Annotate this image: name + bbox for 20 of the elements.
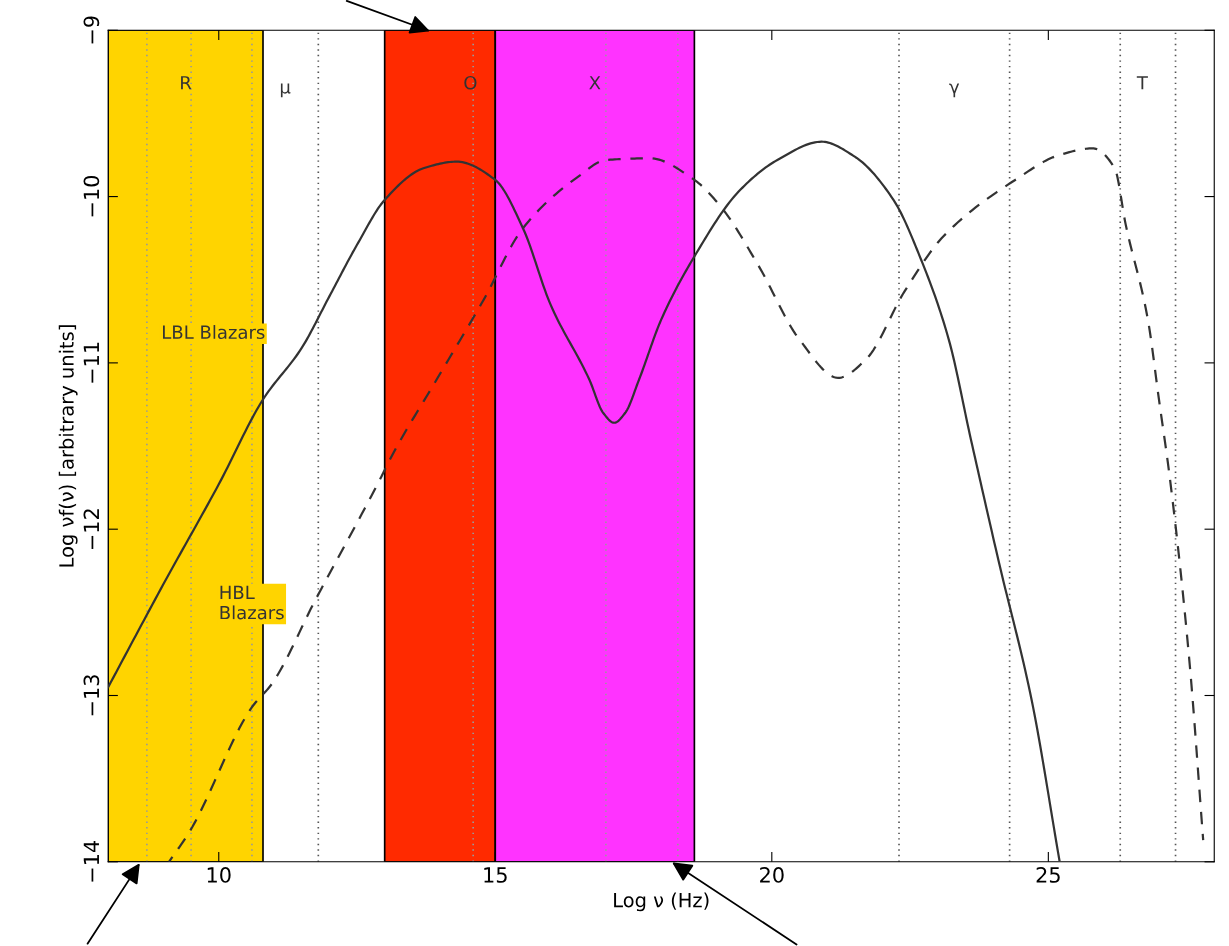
annotation: γ bbox=[949, 83, 960, 98]
y-tick-label: −14 bbox=[83, 840, 99, 882]
x-tick-label: 15 bbox=[484, 867, 507, 883]
band-label: O bbox=[464, 75, 477, 90]
annotation: HBL Blazars bbox=[220, 585, 284, 620]
y-tick-label: −13 bbox=[83, 675, 100, 716]
x-tick-label: 10 bbox=[207, 867, 231, 883]
annotation: μ bbox=[280, 83, 291, 98]
y-tick-label: −11 bbox=[83, 342, 99, 383]
x-axis-title: Log ν (Hz) bbox=[614, 892, 709, 912]
x-tick-label: 20 bbox=[760, 867, 784, 883]
y-axis-title: Log νf(ν) [arbitrary units] bbox=[58, 325, 78, 567]
y-tick-label: −12 bbox=[83, 509, 99, 549]
band-label: X bbox=[589, 76, 601, 90]
band-label: R bbox=[181, 76, 192, 90]
annotation: T bbox=[1136, 76, 1148, 90]
y-tick-label: −10 bbox=[83, 175, 100, 217]
annotation: LBL Blazars bbox=[163, 325, 265, 340]
x-tick-label: 25 bbox=[1036, 867, 1060, 883]
y-tick-label: −9 bbox=[83, 16, 100, 44]
